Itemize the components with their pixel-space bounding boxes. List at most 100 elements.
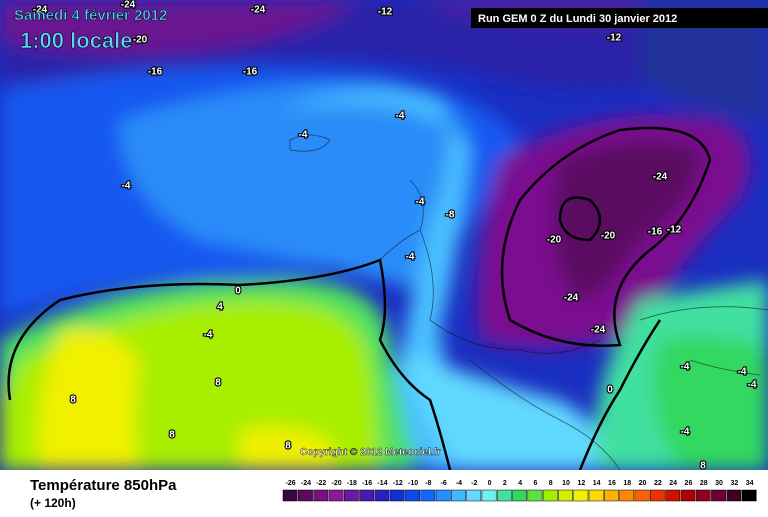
legend-tick-label: 0 [488, 480, 492, 487]
legend-swatch [343, 489, 359, 502]
contour-label: -12 [607, 33, 622, 44]
contour-label: -16 [648, 227, 663, 238]
legend-swatch [313, 489, 329, 502]
legend-tick-label: -26 [286, 480, 296, 487]
legend-tick-label: -8 [425, 480, 431, 487]
contour-label: -4 [681, 427, 690, 438]
legend-swatch [298, 489, 313, 502]
contour-labels: -24 -24 -24-20-16 -16-12-12-4-4-4-4-8-4-24-… [32, 0, 758, 472]
legend-tick-label: 20 [639, 480, 647, 487]
legend-tick-label: 2 [503, 480, 507, 487]
date: Samedi 4 février 2012 [14, 7, 167, 24]
contour-label: 4 [217, 302, 223, 313]
time: 1:00 locale [20, 28, 133, 53]
legend-tick-label: 18 [623, 480, 631, 487]
contour-label: -4 [416, 197, 425, 208]
legend-tick-label: -16 [362, 480, 372, 487]
legend-swatch [634, 489, 650, 502]
legend-tick-label: 6 [533, 480, 537, 487]
contour-label: 8 [700, 461, 706, 472]
contour-label: -4 [122, 181, 131, 192]
contour-label: -24 [591, 325, 606, 336]
legend-tick-label: 10 [562, 480, 570, 487]
legend-tick-label: 32 [730, 480, 738, 487]
legend-swatch [527, 489, 543, 502]
legend-tick-label: -10 [408, 480, 418, 487]
contour-label: 0 [235, 286, 241, 297]
legend-tick-label: 28 [700, 480, 708, 487]
legend-tick-label: -20 [331, 480, 341, 487]
legend-swatch [680, 489, 696, 502]
contour-label: -20 [133, 35, 148, 46]
legend-tick-label: 16 [608, 480, 616, 487]
contour-label: -4 [681, 362, 690, 373]
legend-tick-label: 22 [654, 480, 662, 487]
legend-tick-label: 4 [518, 480, 522, 487]
legend-tick-label: 12 [577, 480, 585, 487]
contour-label: -24 [564, 293, 579, 304]
coastlines [289, 134, 768, 470]
legend-swatch [405, 489, 420, 502]
legend-swatch [435, 489, 451, 502]
contour-label: -4 [299, 130, 308, 141]
legend-swatch [649, 489, 665, 502]
contour-lines [7, 126, 712, 470]
color-legend: -26 -24 -22 -20 -18 -16 -14 -12 -10 -8 -6 -4 -2 0 2 4 6 8… [282, 480, 757, 502]
contour-label: -4 [406, 252, 415, 263]
legend-swatch [588, 489, 604, 502]
contour-label: -12 [378, 7, 393, 18]
copyright: Copyright © 2012 Meteociel.fr [300, 447, 441, 458]
contour-label: 8 [285, 441, 291, 452]
contour-label: -24 [653, 172, 668, 183]
legend-swatch [466, 489, 482, 502]
contour-label: 8 [169, 430, 175, 441]
contour-label: 8 [215, 378, 221, 389]
contour-label: -4 [396, 111, 405, 122]
footer-title: Température 850hPa [30, 477, 177, 494]
legend-swatch [711, 489, 726, 502]
legend-swatch [481, 489, 497, 502]
legend-tick-label: 34 [746, 480, 754, 487]
contour-label: -4 [204, 330, 213, 341]
contour-label: -24 [121, 0, 136, 11]
legend-tick-label: -24 [301, 480, 311, 487]
legend-tick-label: -22 [316, 480, 326, 487]
legend-swatch [665, 489, 681, 502]
legend-swatch [558, 489, 573, 502]
legend-swatch [542, 489, 558, 502]
contour-label: -16 [148, 67, 163, 78]
legend-swatch [619, 489, 635, 502]
legend-tick-label: 30 [715, 480, 723, 487]
contour-label: -24 [251, 5, 266, 16]
contour-label: -16 [243, 67, 258, 78]
legend-swatch [451, 489, 466, 502]
legend-swatch [741, 489, 757, 502]
legend-tick-label: -6 [441, 480, 447, 487]
contour-label: 0 [607, 385, 613, 396]
legend-swatch [420, 489, 436, 502]
contour-label: -4 [738, 367, 747, 378]
footer-subtitle: (+ 120h) [30, 496, 76, 510]
legend-tick-label: -2 [471, 480, 477, 487]
legend-swatch [726, 489, 742, 502]
legend-tick-label: -18 [347, 480, 357, 487]
legend-tick-label: 8 [549, 480, 553, 487]
contour-label: -8 [446, 210, 455, 221]
temperature-field: -24 -24 -24-20-16 -16-12-12-4-4-4-4-8-4-24-… [0, 0, 768, 472]
legend-swatch [374, 489, 390, 502]
contour-label: -4 [748, 380, 757, 391]
legend-tick-label: -4 [456, 480, 462, 487]
contour-label: -12 [667, 225, 682, 236]
legend-swatch [512, 489, 528, 502]
legend-swatch [282, 489, 298, 502]
legend-swatch [359, 489, 375, 502]
run-box [471, 8, 768, 28]
legend-swatch [695, 489, 711, 502]
legend-tick-label: -12 [393, 480, 403, 487]
legend-tick-label: 14 [593, 480, 601, 487]
legend-tick-label: 24 [669, 480, 677, 487]
run-info: Run GEM 0 Z du Lundi 30 janvier 2012 [478, 13, 677, 25]
contour-label: -24 [33, 5, 48, 16]
